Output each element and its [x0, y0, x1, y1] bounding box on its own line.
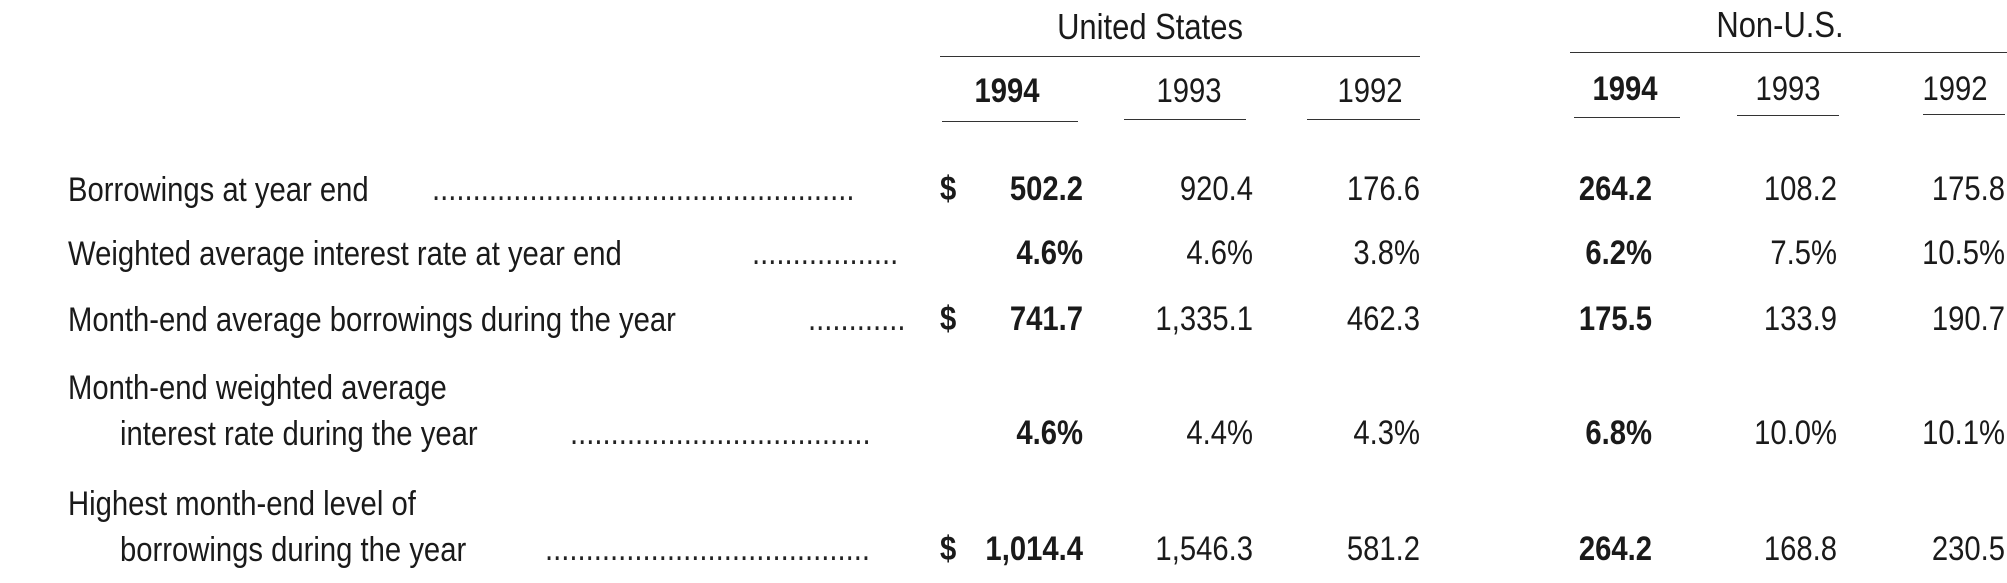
value-nonus-1994: 175.5	[1578, 300, 1652, 338]
value-us-1992: 3.8%	[1353, 234, 1420, 272]
row-label: Highest month-end level of	[68, 485, 416, 523]
value-us-1994: 4.6%	[1016, 414, 1083, 452]
year-us-1992: 1992	[1337, 72, 1403, 110]
value-nonus-1993: 7.5%	[1770, 234, 1837, 272]
value-nonus-1992: 10.1%	[1922, 414, 2005, 452]
year-rule-us-1993	[1124, 119, 1246, 120]
year-rule-nonus-1992	[1923, 114, 2005, 115]
value-nonus-1992: 175.8	[1931, 170, 2005, 208]
row-label: Weighted average interest rate at year e…	[68, 235, 622, 273]
year-us-1994: 1994	[974, 72, 1040, 110]
dollar-sign: $	[940, 530, 957, 568]
group-rule-nonus	[1570, 52, 2007, 53]
value-us-1994: 1,014.4	[985, 530, 1083, 568]
year-rule-us-1994	[942, 121, 1078, 122]
year-rule-us-1992	[1307, 119, 1420, 120]
row-label-continued: interest rate during the year	[120, 415, 478, 453]
value-us-1993: 1,546.3	[1155, 530, 1253, 568]
dollar-sign: $	[940, 300, 957, 338]
value-us-1993: 1,335.1	[1155, 300, 1253, 338]
value-nonus-1994: 6.2%	[1585, 234, 1652, 272]
leader-dots: ........................................…	[432, 170, 853, 208]
leader-dots: ..............	[808, 300, 906, 338]
value-nonus-1992: 190.7	[1931, 300, 2005, 338]
year-us-1993: 1993	[1156, 72, 1222, 110]
value-nonus-1994: 6.8%	[1585, 414, 1652, 452]
value-us-1993: 4.4%	[1186, 414, 1253, 452]
year-nonus-1992: 1992	[1922, 70, 1988, 108]
year-nonus-1994: 1994	[1592, 70, 1658, 108]
leader-dots: ........................................…	[570, 414, 873, 452]
dollar-sign: $	[940, 170, 957, 208]
row-label-continued: borrowings during the year	[120, 531, 467, 569]
value-us-1992: 4.3%	[1353, 414, 1420, 452]
row-label: Borrowings at year end	[68, 171, 369, 209]
group-header-us: United States	[1057, 6, 1243, 47]
row-label: Month-end average borrowings during the …	[68, 301, 676, 339]
value-us-1994: 4.6%	[1016, 234, 1083, 272]
value-us-1992: 581.2	[1346, 530, 1420, 568]
value-us-1994: 502.2	[1009, 170, 1083, 208]
value-nonus-1993: 10.0%	[1754, 414, 1837, 452]
group-header-nonus: Non-U.S.	[1716, 4, 1844, 45]
leader-dots: ......................	[752, 234, 899, 272]
value-nonus-1994: 264.2	[1578, 530, 1652, 568]
group-rule-us	[940, 56, 1420, 57]
value-nonus-1993: 108.2	[1763, 170, 1837, 208]
value-nonus-1992: 10.5%	[1922, 234, 2005, 272]
value-us-1994: 741.7	[1009, 300, 1083, 338]
value-us-1993: 920.4	[1179, 170, 1253, 208]
year-rule-nonus-1994	[1574, 117, 1680, 118]
row-label: Month-end weighted average	[68, 369, 447, 407]
value-nonus-1993: 133.9	[1763, 300, 1837, 338]
value-us-1993: 4.6%	[1186, 234, 1253, 272]
year-nonus-1993: 1993	[1755, 70, 1821, 108]
value-nonus-1992: 230.5	[1931, 530, 2005, 568]
value-us-1992: 176.6	[1346, 170, 1420, 208]
value-us-1992: 462.3	[1346, 300, 1420, 338]
leader-dots: ........................................…	[545, 530, 870, 568]
value-nonus-1993: 168.8	[1763, 530, 1837, 568]
value-nonus-1994: 264.2	[1578, 170, 1652, 208]
year-rule-nonus-1993	[1737, 115, 1839, 116]
